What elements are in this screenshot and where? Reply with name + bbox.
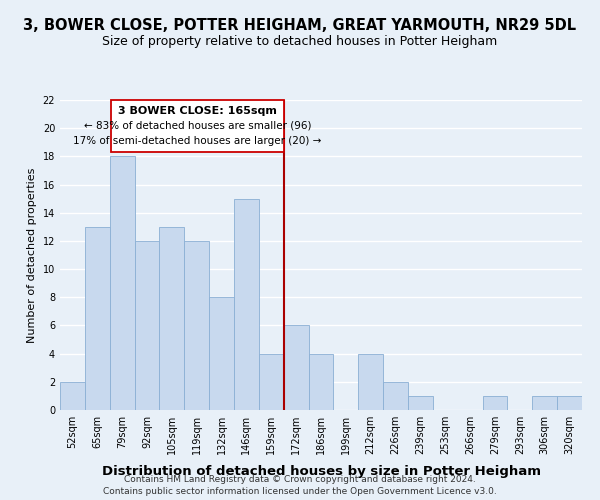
Text: Contains public sector information licensed under the Open Government Licence v3: Contains public sector information licen… [103,486,497,496]
Bar [532,396,557,410]
Bar [557,396,582,410]
FancyBboxPatch shape [111,100,284,152]
Bar [383,382,408,410]
Bar [110,156,134,410]
Text: 17% of semi-detached houses are larger (20) →: 17% of semi-detached houses are larger (… [73,136,322,146]
Text: 3, BOWER CLOSE, POTTER HEIGHAM, GREAT YARMOUTH, NR29 5DL: 3, BOWER CLOSE, POTTER HEIGHAM, GREAT YA… [23,18,577,32]
Bar [482,396,508,410]
Bar [234,198,259,410]
X-axis label: Distribution of detached houses by size in Potter Heigham: Distribution of detached houses by size … [101,466,541,478]
Bar [259,354,284,410]
Bar [358,354,383,410]
Text: Contains HM Land Registry data © Crown copyright and database right 2024.: Contains HM Land Registry data © Crown c… [124,476,476,484]
Bar [134,241,160,410]
Bar [60,382,85,410]
Text: Size of property relative to detached houses in Potter Heigham: Size of property relative to detached ho… [103,35,497,48]
Text: 3 BOWER CLOSE: 165sqm: 3 BOWER CLOSE: 165sqm [118,106,277,116]
Bar [408,396,433,410]
Bar [308,354,334,410]
Bar [85,227,110,410]
Y-axis label: Number of detached properties: Number of detached properties [27,168,37,342]
Bar [284,326,308,410]
Bar [209,298,234,410]
Bar [160,227,184,410]
Text: ← 83% of detached houses are smaller (96): ← 83% of detached houses are smaller (96… [83,120,311,130]
Bar [184,241,209,410]
